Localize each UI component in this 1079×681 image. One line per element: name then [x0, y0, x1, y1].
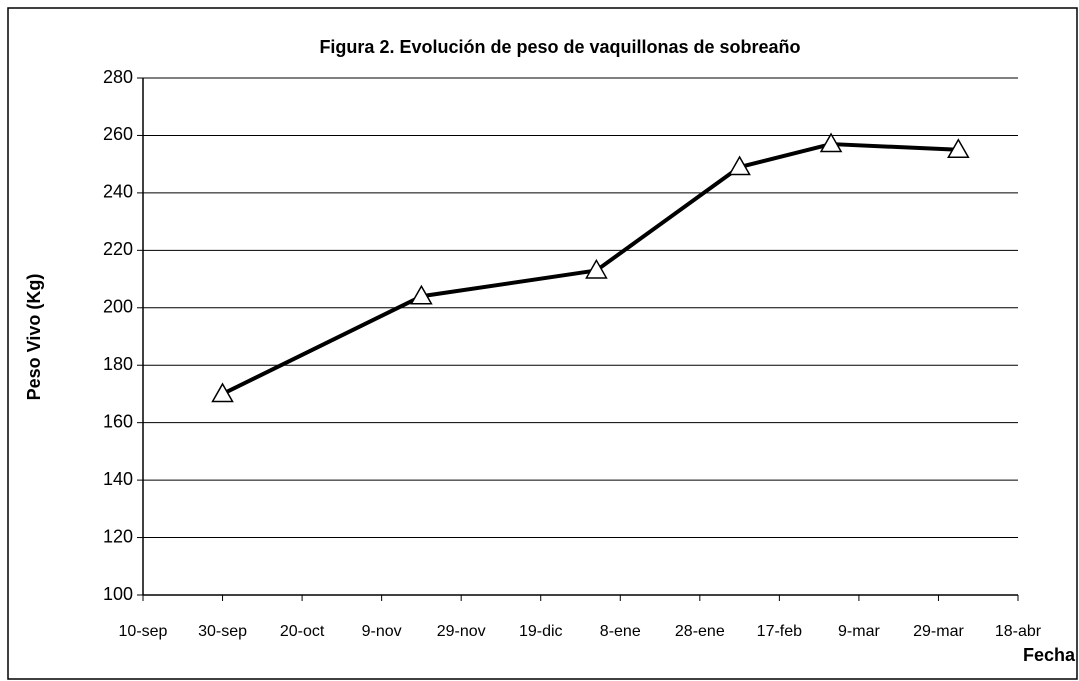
chart-border — [7, 7, 1078, 680]
x-tick-label: 17-feb — [757, 623, 802, 640]
y-tick-label: 280 — [103, 67, 133, 87]
marker — [819, 132, 843, 153]
x-tick-label: 18-abr — [995, 623, 1042, 640]
marker — [211, 382, 234, 403]
y-axis-label: Peso Vivo (Kg) — [24, 274, 44, 401]
x-tick-label: 29-mar — [913, 623, 964, 640]
x-tick-label: 28-ene — [675, 623, 725, 640]
y-tick-label: 160 — [103, 411, 133, 431]
x-tick-label: 30-sep — [198, 623, 247, 640]
marker — [585, 258, 608, 279]
y-tick-label: 140 — [103, 469, 133, 489]
marker — [728, 155, 751, 176]
x-tick-label: 29-nov — [437, 623, 486, 640]
marker — [947, 138, 970, 159]
y-tick-label: 100 — [103, 584, 133, 604]
y-tick-label: 260 — [103, 124, 133, 144]
y-tick-label: 120 — [103, 526, 133, 546]
x-tick-label: 8-ene — [600, 623, 641, 640]
y-tick-label: 220 — [103, 239, 133, 259]
x-tick-label: 10-sep — [119, 623, 168, 640]
chart-title: Figura 2. Evolución de peso de vaquillon… — [319, 37, 800, 57]
y-tick-label: 180 — [103, 354, 133, 374]
x-tick-label: 9-nov — [362, 623, 402, 640]
y-tick-label: 200 — [103, 297, 133, 317]
y-tick-label: 240 — [103, 182, 133, 202]
x-tick-label: 19-dic — [519, 623, 563, 640]
x-tick-label: 20-oct — [280, 623, 325, 640]
series-line — [221, 142, 959, 396]
x-tick-label: 9-mar — [838, 623, 880, 640]
x-axis-label: Fecha — [1023, 645, 1076, 665]
marker — [410, 284, 433, 305]
